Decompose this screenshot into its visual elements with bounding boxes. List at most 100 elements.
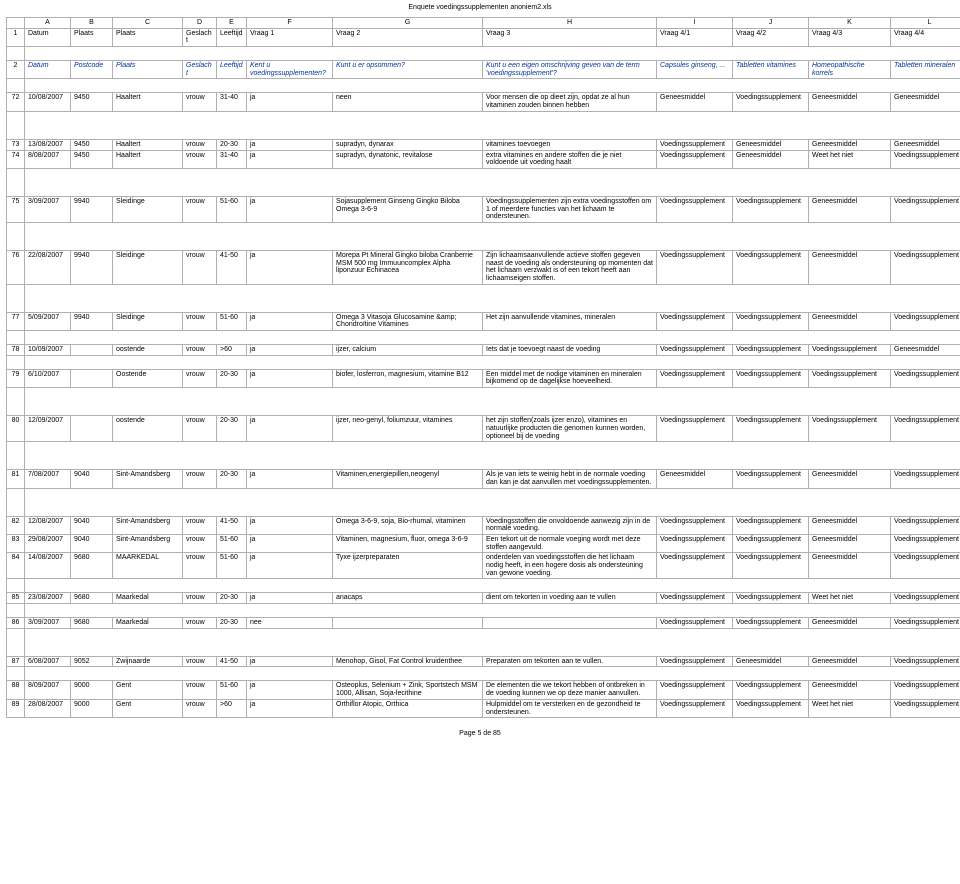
data-cell: ja [247,534,333,552]
data-cell: 51-60 [217,534,247,552]
data-cell: Voedingssupplement [891,312,960,330]
data-cell: vrouw [183,618,217,629]
data-cell: 8/08/2007 [25,150,71,168]
col-letter: L [891,18,960,29]
header2-cell: Homeopathische korrels [809,61,891,79]
col-letter: E [217,18,247,29]
page: Enquete voedingssupplementen anoniem2.xl… [0,0,960,757]
row-number: 75 [7,196,25,222]
data-cell: Voedingssupplement [657,699,733,717]
data-cell: oostende [113,345,183,356]
data-cell: ja [247,369,333,387]
col-letter: B [71,18,113,29]
header-cell: Leeftijd [217,28,247,46]
data-cell: 9680 [71,618,113,629]
data-cell: 41-50 [217,516,247,534]
spacer-row [7,604,960,618]
data-cell: Voedingssupplement [733,618,809,629]
data-cell: >60 [217,699,247,717]
data-cell: ja [247,139,333,150]
data-cell: Voedingssupplement [657,345,733,356]
data-cell: Gent [113,699,183,717]
data-cell: vrouw [183,593,217,604]
data-cell: 51-60 [217,681,247,699]
data-cell: Geneesmiddel [809,618,891,629]
data-cell: Voedingssupplement [657,150,733,168]
table-row: 753/09/20079940Sleidingevrouw51-60jaSoja… [7,196,960,222]
data-cell: vrouw [183,312,217,330]
data-cell: 9450 [71,93,113,111]
table-row: 7810/09/2007oostendevrouw>60jaijzer, cal… [7,345,960,356]
header-cell: Vraag 4/4 [891,28,960,46]
data-cell: Voedingssupplement [733,312,809,330]
data-cell: nee [247,618,333,629]
data-cell: Vitaminen, magnesium, fluor, omega 3-6-9 [333,534,483,552]
data-cell: Voedingssupplement [809,345,891,356]
data-cell: Voedingssupplement [733,699,809,717]
data-cell: Voedingssupplement [809,416,891,442]
data-cell: Geneesmiddel [891,139,960,150]
data-cell: Geneesmiddel [657,470,733,488]
data-cell: 9940 [71,312,113,330]
data-cell: het zijn stoffen(zoals ijzer enzo), vita… [483,416,657,442]
data-cell: Voor mensen die op dieet zijn, opdat ze … [483,93,657,111]
spacer-row [7,47,960,61]
spacer-row [7,667,960,681]
table-row: 888/09/20079000Gentvrouw51-60jaOsteoplus… [7,681,960,699]
header-cell: Datum [25,28,71,46]
data-cell [71,345,113,356]
data-cell [333,618,483,629]
data-cell: 9680 [71,593,113,604]
data-cell: ja [247,516,333,534]
spacer-row [7,111,960,139]
spacer-row [7,579,960,593]
data-cell: Voedingssupplement [657,553,733,579]
data-cell: 14/08/2007 [25,553,71,579]
data-cell: ja [247,93,333,111]
data-cell: Voedingssupplement [657,416,733,442]
row-number: 76 [7,250,25,284]
data-cell: 9040 [71,470,113,488]
data-cell: Tyxe ijzerpreparaten [333,553,483,579]
data-cell: Een tekort uit de normale voeging wordt … [483,534,657,552]
table-row: 8414/08/20079680MAARKEDALvrouw51-60jaTyx… [7,553,960,579]
data-cell: Zijn lichaamsaanvullende actieve stoffen… [483,250,657,284]
data-cell: Voedingssupplement [657,312,733,330]
data-cell: Weet het niet [809,593,891,604]
data-cell: Voedingssupplement [657,593,733,604]
data-cell: 51-60 [217,196,247,222]
data-cell: Voedingssupplement [733,196,809,222]
table-row: 876/08/20079052Zwijnaardevrouw41-50jaMen… [7,656,960,667]
data-cell: Geneesmiddel [809,470,891,488]
col-letter: J [733,18,809,29]
header2-cell: Kunt u een eigen omschrijving geven van … [483,61,657,79]
data-cell: Voedingssupplement [809,369,891,387]
data-cell: vrouw [183,553,217,579]
data-cell: Zwijnaarde [113,656,183,667]
row-number: 88 [7,681,25,699]
data-cell [71,369,113,387]
header-cell: Plaats [71,28,113,46]
data-cell: Het zijn aanvullende vitamines, minerale… [483,312,657,330]
row-number: 72 [7,93,25,111]
data-cell: ijzer, neo-genyl, foliumzuur, vitamines [333,416,483,442]
data-cell: 20-30 [217,593,247,604]
data-cell: ja [247,681,333,699]
data-cell: Voedingssupplement [657,516,733,534]
col-letter: G [333,18,483,29]
header-cell: Vraag 4/2 [733,28,809,46]
column-letter-row: ABCDEFGHIJKL [7,18,960,29]
data-cell: 10/09/2007 [25,345,71,356]
data-cell: 9040 [71,534,113,552]
table-row: 863/09/20079680Maarkedalvrouw20-30neeVoe… [7,618,960,629]
data-cell: vrouw [183,93,217,111]
data-cell: vrouw [183,470,217,488]
data-cell: 5/09/2007 [25,312,71,330]
col-letter: C [113,18,183,29]
data-cell: Geneesmiddel [809,139,891,150]
data-cell: Voedingssupplement [733,681,809,699]
data-cell: Geneesmiddel [891,345,960,356]
data-cell: 41-50 [217,656,247,667]
row-number: 87 [7,656,25,667]
header-cell: Vraag 1 [247,28,333,46]
